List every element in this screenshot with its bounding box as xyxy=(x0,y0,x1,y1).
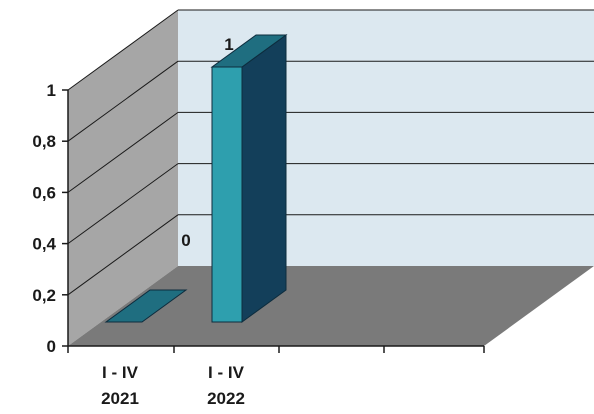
bar-front xyxy=(211,66,243,323)
side-wall xyxy=(68,10,178,346)
y-tick-label: 0 xyxy=(47,337,56,356)
gridline-side xyxy=(67,214,179,296)
x-category-label-line1: I - IV xyxy=(102,363,139,382)
gridline-side xyxy=(67,111,179,193)
y-tick-label: 0,4 xyxy=(32,235,56,254)
data-label: 1 xyxy=(224,35,233,54)
bar xyxy=(210,34,288,323)
bar-side xyxy=(241,34,287,323)
y-tick-label: 1 xyxy=(47,81,56,100)
y-axis xyxy=(62,89,485,353)
gridline-side xyxy=(67,60,179,142)
floor xyxy=(68,266,594,346)
bar-top xyxy=(104,289,188,323)
data-labels: 01 xyxy=(181,35,233,250)
y-tick-label: 0,2 xyxy=(32,286,56,305)
y-tick-label: 0,6 xyxy=(32,183,56,202)
bar xyxy=(104,289,188,323)
data-label: 0 xyxy=(181,231,190,250)
x-category-labels: I - IV 2021 I - IV 2022 xyxy=(101,363,245,408)
y-tick-labels: 0 0,2 0,4 0,6 0,8 1 xyxy=(32,81,56,356)
y-tick-label: 0,8 xyxy=(32,132,56,151)
x-category-label-line2: 2021 xyxy=(101,389,139,408)
gridline-side xyxy=(67,9,179,91)
x-category-label-line1: I - IV xyxy=(208,363,245,382)
bars xyxy=(104,34,288,323)
gridline-side xyxy=(67,163,179,245)
x-category-label-line2: 2022 xyxy=(207,389,245,408)
